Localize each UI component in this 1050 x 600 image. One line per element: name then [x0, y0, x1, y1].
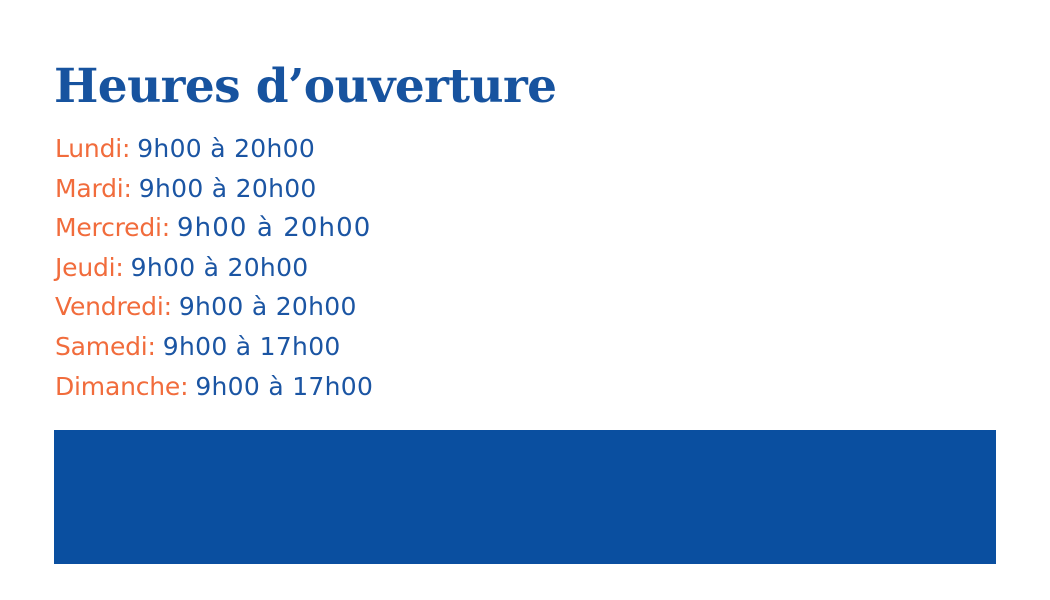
day-label: Dimanche:	[55, 371, 189, 401]
list-item: Jeudi: 9h00 à 20h00	[55, 248, 655, 288]
day-label: Lundi:	[55, 134, 131, 163]
time-value: 9h00 à 20h00	[176, 213, 372, 244]
time-value: 9h00 à 17h00	[162, 331, 341, 361]
time-value: 9h00 à 20h00	[178, 292, 357, 322]
list-item: Lundi: 9h00 à 20h00	[55, 129, 655, 169]
time-value: 9h00 à 20h00	[138, 173, 317, 203]
list-item: Dimanche: 9h00 à 17h00	[55, 367, 655, 407]
day-label: Mardi:	[55, 173, 132, 203]
day-label: Jeudi:	[55, 252, 124, 282]
day-label: Vendredi:	[55, 292, 172, 322]
page-title: Heures d’ouverture	[54, 59, 557, 114]
day-label: Samedi:	[55, 331, 156, 361]
day-label: Mercredi:	[55, 213, 170, 243]
list-item: Samedi: 9h00 à 17h00	[55, 327, 655, 367]
opening-hours-list: Lundi: 9h00 à 20h00 Mardi: 9h00 à 20h00 Me…	[55, 129, 655, 406]
time-value: 9h00 à 17h00	[195, 371, 374, 401]
list-item: Mercredi: 9h00 à 20h00	[55, 208, 655, 248]
content-placeholder-block	[54, 430, 996, 564]
list-item: Vendredi: 9h00 à 20h00	[55, 287, 655, 327]
time-value: 9h00 à 20h00	[137, 134, 316, 163]
time-value: 9h00 à 20h00	[130, 252, 309, 282]
list-item: Mardi: 9h00 à 20h00	[55, 169, 655, 209]
